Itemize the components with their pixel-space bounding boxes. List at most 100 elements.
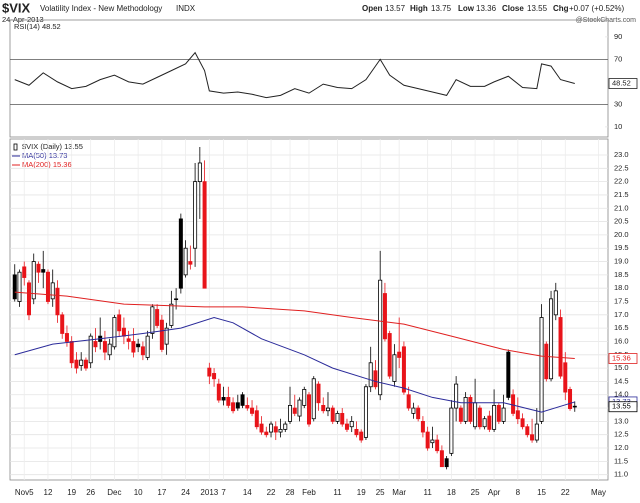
candle-body — [302, 389, 307, 406]
candle-body — [259, 423, 264, 433]
x-tick-label: 22 — [267, 488, 276, 497]
y-tick-label: 21.0 — [614, 203, 629, 212]
candle-body — [363, 386, 368, 438]
candle-body — [17, 271, 22, 302]
candle-body — [69, 341, 74, 364]
y-tick-label: 18.5 — [614, 270, 629, 279]
y-tick-label: 22.5 — [614, 163, 629, 172]
y-tick-label: 20.0 — [614, 230, 629, 239]
y-tick-label: 19.0 — [614, 257, 629, 266]
candle-body — [487, 415, 492, 430]
x-tick-label: Mar — [392, 488, 406, 497]
candle-body — [515, 410, 520, 420]
value-box — [608, 78, 638, 89]
candle-body — [212, 373, 217, 380]
security-name: Volatility Index - New Methodology — [40, 4, 162, 13]
x-tick-label: 22 — [561, 488, 570, 497]
x-tick-label: Nov5 — [15, 488, 34, 497]
y-tick-label: 12.5 — [614, 430, 629, 439]
x-tick-label: 28 — [286, 488, 295, 497]
y-tick-label: 70 — [614, 54, 622, 63]
candle-body — [150, 306, 155, 334]
candle-body — [41, 269, 46, 273]
candle-body — [344, 423, 349, 430]
legend-entry: $VIX (Daily) 13.55 — [22, 142, 83, 151]
candle-body — [283, 423, 288, 430]
candle-body — [468, 397, 473, 422]
value-box-label: 15.36 — [612, 354, 631, 363]
candle-body — [397, 351, 402, 358]
x-tick-label: Feb — [302, 488, 316, 497]
x-tick-label: Apr — [488, 488, 501, 497]
candle-body — [354, 428, 359, 436]
candle-body — [430, 439, 435, 444]
legend-entry: MA(200) 15.36 — [22, 160, 72, 169]
y-tick-label: 14.5 — [614, 376, 629, 385]
candle-body — [88, 335, 93, 364]
quote-value: 13.57 — [385, 4, 406, 13]
x-tick-label: 19 — [67, 488, 76, 497]
y-tick-label: 20.5 — [614, 217, 629, 226]
candle-body — [544, 343, 549, 380]
candle-body — [534, 423, 539, 441]
legend-name: MA(50) — [22, 151, 47, 160]
candle-body — [378, 279, 383, 396]
candle-body — [102, 341, 107, 353]
candle-body — [93, 341, 98, 348]
candle-body — [64, 333, 69, 342]
x-tick-label: 19 — [357, 488, 366, 497]
date: 24-Apr-2013 — [2, 15, 44, 24]
series-line — [14, 316, 575, 413]
candle-body — [406, 394, 411, 409]
y-tick-label: 17.0 — [614, 310, 629, 319]
candle-body — [401, 346, 406, 393]
candle-body — [50, 282, 55, 300]
candle-body — [36, 263, 41, 273]
x-tick-label: 25 — [376, 488, 385, 497]
x-tick-label: 7 — [221, 488, 226, 497]
candle-body — [174, 298, 179, 301]
x-tick-label: 11 — [423, 488, 432, 497]
x-tick-label: May — [591, 488, 606, 497]
candle-body — [306, 394, 311, 425]
candle-body — [335, 412, 340, 422]
candle-body — [325, 407, 330, 412]
candle-body — [321, 405, 326, 412]
candle-body — [250, 407, 255, 414]
candle-body — [420, 420, 425, 433]
quote-value: 13.75 — [431, 4, 452, 13]
candle-body — [563, 362, 568, 393]
candle-body — [178, 218, 183, 289]
candle-body — [501, 407, 506, 422]
candle-body — [55, 287, 60, 316]
legend-swatch — [13, 143, 18, 151]
y-tick-label: 13.0 — [614, 416, 629, 425]
candle-body — [520, 418, 525, 428]
candle-body — [558, 317, 563, 377]
candle-body — [382, 293, 387, 340]
y-tick-label: 19.5 — [614, 243, 629, 252]
candle-body — [311, 378, 316, 420]
candle-body — [74, 359, 79, 369]
candle-body — [235, 402, 240, 409]
candle-body — [107, 343, 112, 356]
x-tick-label: 12 — [44, 488, 53, 497]
candle-body — [439, 450, 444, 468]
candle-body — [159, 319, 164, 350]
candle-body — [188, 261, 193, 265]
candle-body — [425, 431, 430, 449]
candle-body — [121, 327, 126, 337]
candle-body — [231, 402, 236, 412]
x-tick-label: 11 — [333, 488, 342, 497]
x-tick-label: 8 — [516, 488, 521, 497]
candle-body — [12, 274, 17, 300]
y-tick-label: 21.5 — [614, 190, 629, 199]
legend-entry: MA(50) 13.73 — [22, 151, 67, 160]
candle-body — [568, 389, 573, 410]
quote-change: +0.07 (+0.52%) — [569, 4, 624, 13]
candle-body — [530, 434, 535, 441]
candle-body — [254, 410, 259, 428]
candle-body — [444, 458, 449, 468]
symbol: $VIX — [2, 0, 31, 15]
